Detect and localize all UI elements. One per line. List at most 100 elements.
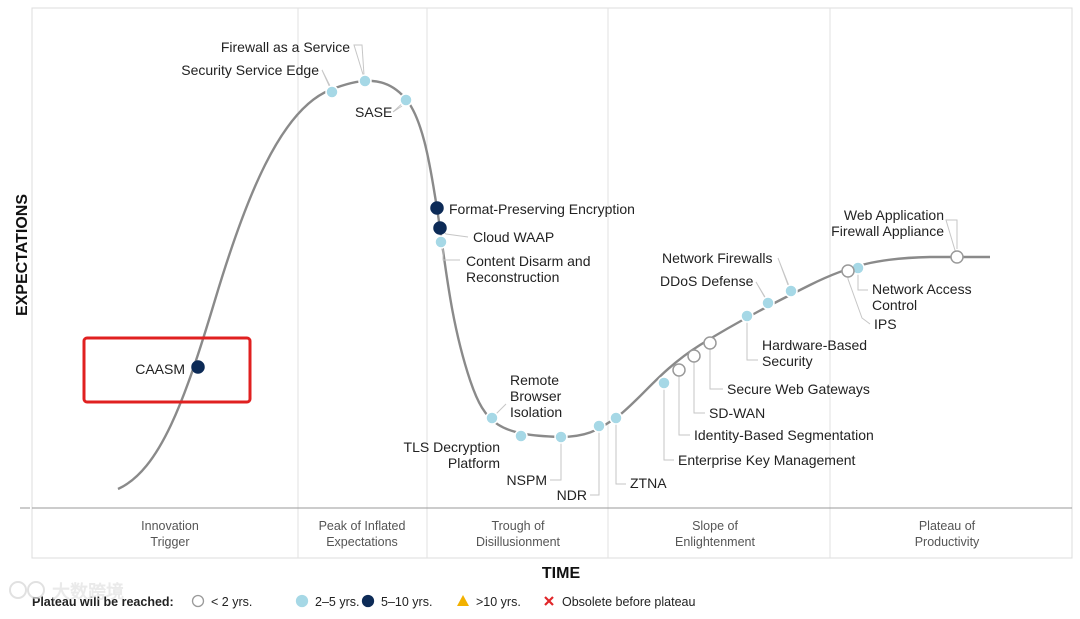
ddos-defense-marker: [761, 296, 775, 310]
phase-label-line: Trough of: [491, 519, 545, 533]
ips-label: IPS: [874, 316, 897, 332]
phase-label-line: Productivity: [915, 535, 980, 549]
cloud-waap-marker: [433, 221, 447, 235]
phase-label-line: Disillusionment: [476, 535, 561, 549]
watermark-logo-icon: [9, 581, 45, 599]
hardware-based-security-connector: [746, 316, 758, 361]
web-application-firewall-appliance-label: Web Application Firewall Appliance: [831, 207, 944, 239]
nspm-marker: [554, 430, 568, 444]
legend-label: < 2 yrs.: [211, 595, 252, 609]
identity-based-segmentation-label: Identity-Based Segmentation: [694, 427, 874, 443]
phase-dividers: [297, 8, 831, 558]
legend-circle-icon: [361, 594, 375, 608]
content-disarm-and-reconstruction-label-line: Content Disarm and: [466, 253, 591, 269]
ndr-label-line: NDR: [557, 487, 587, 503]
identity-based-segmentation-label-line: Identity-Based Segmentation: [694, 427, 874, 443]
web-application-firewall-appliance-label-line: Web Application: [844, 207, 944, 223]
technology-labels: CAASM Security Service Edge Firewall as a …: [135, 39, 971, 503]
web-application-firewall-appliance-label-line: Firewall Appliance: [831, 223, 944, 239]
ddos-defense-label-line: DDoS Defense: [660, 273, 754, 289]
ddos-defense-label: DDoS Defense: [660, 273, 754, 289]
hardware-based-security-label-line: Hardware-Based: [762, 337, 867, 353]
tls-decryption-platform-label-line: Platform: [448, 455, 500, 471]
ztna-connector: [615, 418, 626, 485]
nspm-label-line: NSPM: [507, 472, 547, 488]
technology-markers: [191, 74, 964, 444]
sase-marker: [399, 93, 413, 107]
format-preserving-encryption-label-line: Format-Preserving Encryption: [449, 201, 635, 217]
phase-label-line: Plateau of: [919, 519, 976, 533]
secure-web-gateways-label-line: Secure Web Gateways: [727, 381, 870, 397]
secure-web-gateways-label: Secure Web Gateways: [727, 381, 870, 397]
sase-label-line: SASE: [355, 104, 392, 120]
legend-item-5-10-yrs: 5–10 yrs.: [361, 594, 432, 609]
phase-slope-of-enlightenment: Slope of Enlightenment: [675, 519, 755, 549]
sd-wan-marker: [687, 349, 701, 363]
legend-item-obsolete-before-plateau: Obsolete before plateau: [544, 595, 695, 609]
network-firewalls-connector: [777, 257, 792, 292]
phase-plateau-of-productivity: Plateau of Productivity: [915, 519, 980, 549]
ips-connector: [847, 271, 871, 325]
legend-x-icon: [544, 596, 554, 606]
network-firewalls-label: Network Firewalls: [662, 250, 772, 266]
content-disarm-and-reconstruction-label-line: Reconstruction: [466, 269, 559, 285]
enterprise-key-management-marker: [657, 376, 671, 390]
phase-label-line: Enlightenment: [675, 535, 755, 549]
phase-labels: Innovation Trigger Peak of Inflated Expecta…: [141, 519, 980, 549]
legend: Plateau will be reached: < 2 yrs. 2–5 yrs…: [32, 594, 695, 609]
phase-peak-of-inflated-expectations: Peak of Inflated Expectations: [319, 519, 406, 549]
y-axis-label: EXPECTATIONS: [14, 194, 31, 316]
ddos-defense-connector: [755, 281, 769, 304]
ips-marker: [841, 264, 855, 278]
content-disarm-and-reconstruction-label: Content Disarm and Reconstruction: [466, 253, 591, 285]
network-firewalls-marker: [784, 284, 798, 298]
web-application-firewall-appliance-connector: [945, 219, 958, 258]
tls-decryption-platform-label: TLS Decryption Platform: [404, 439, 500, 471]
legend-item-2-yrs: < 2 yrs.: [191, 594, 252, 609]
phase-label-line: Peak of Inflated: [319, 519, 406, 533]
phase-label-line: Slope of: [692, 519, 738, 533]
remote-browser-isolation-marker: [485, 411, 499, 425]
legend-triangle-icon: [457, 595, 469, 606]
cloud-waap-label: Cloud WAAP: [473, 229, 554, 245]
secure-web-gateways-connector: [709, 343, 723, 390]
sd-wan-label-line: SD-WAN: [709, 405, 765, 421]
firewall-as-a-service-label: Firewall as a Service: [221, 39, 350, 55]
format-preserving-encryption-label: Format-Preserving Encryption: [449, 201, 635, 217]
firewall-as-a-service-marker: [358, 74, 372, 88]
legend-circle-icon: [295, 594, 309, 608]
enterprise-key-management-label: Enterprise Key Management: [678, 452, 856, 468]
enterprise-key-management-connector: [663, 383, 674, 461]
legend-item-2-5-yrs: 2–5 yrs.: [295, 594, 359, 609]
network-firewalls-label-line: Network Firewalls: [662, 250, 772, 266]
firewall-as-a-service-connector: [353, 44, 366, 82]
chart-frame: [31, 7, 1073, 559]
hardware-based-security-label: Hardware-Based Security: [762, 337, 867, 369]
network-access-control-label: Network Access Control: [872, 281, 972, 313]
security-service-edge-marker: [325, 85, 339, 99]
ztna-label: ZTNA: [630, 475, 667, 491]
caasm-label: CAASM: [135, 361, 185, 377]
ndr-marker: [592, 419, 606, 433]
highlight-box: [82, 336, 252, 404]
legend-title: Plateau will be reached:: [32, 595, 174, 609]
remote-browser-isolation-label: Remote Browser Isolation: [510, 372, 562, 420]
tls-decryption-platform-marker: [514, 429, 528, 443]
ztna-marker: [609, 411, 623, 425]
web-application-firewall-appliance-marker: [950, 250, 964, 264]
hardware-based-security-label-line: Security: [762, 353, 813, 369]
x-axis-label: TIME: [542, 565, 581, 582]
ndr-label: NDR: [557, 487, 587, 503]
phase-trough-of-disillusionment: Trough of Disillusionment: [476, 519, 561, 549]
phase-label-line: Expectations: [326, 535, 398, 549]
ips-label-line: IPS: [874, 316, 897, 332]
network-access-control-label-line: Control: [872, 297, 917, 313]
ztna-label-line: ZTNA: [630, 475, 667, 491]
secure-web-gateways-marker: [703, 336, 717, 350]
sd-wan-connector: [693, 356, 705, 414]
identity-based-segmentation-marker: [672, 363, 686, 377]
caasm-label-line: CAASM: [135, 361, 185, 377]
hardware-based-security-marker: [740, 309, 754, 323]
